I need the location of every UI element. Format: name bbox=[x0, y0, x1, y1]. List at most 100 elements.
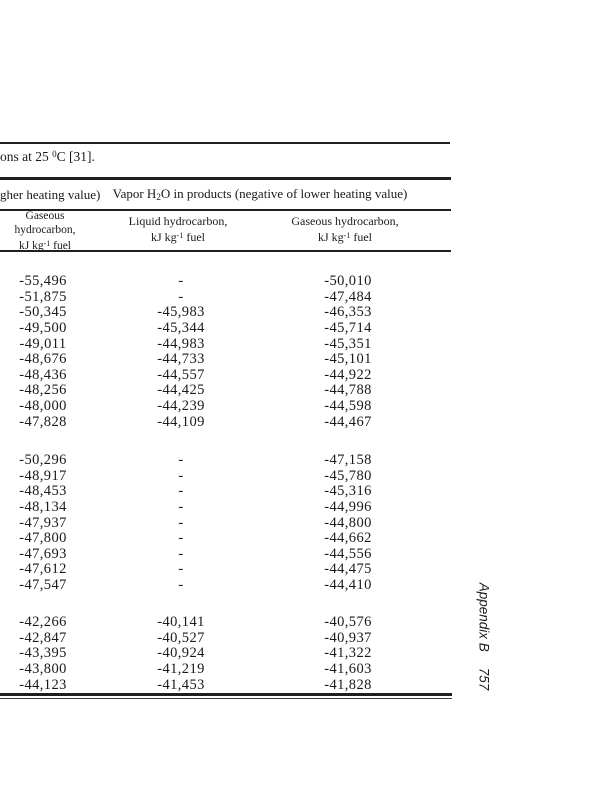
table-bottom-rule bbox=[0, 693, 452, 696]
table-cell: -48,453 bbox=[19, 483, 67, 500]
table-cell: -47,937 bbox=[19, 514, 67, 531]
table-bottom-rule-2 bbox=[0, 698, 452, 700]
table-row: -48,676 -44,733 -45,101 bbox=[0, 351, 460, 368]
table-cell: -44,109 bbox=[157, 413, 205, 430]
table-cell: -48,436 bbox=[19, 366, 67, 383]
table-cell: -47,828 bbox=[19, 413, 67, 430]
table-cell: -40,527 bbox=[157, 629, 205, 646]
table-row: -43,395 -40,924 -41,322 bbox=[0, 646, 460, 662]
table-cell: -47,484 bbox=[324, 288, 372, 305]
group-header-text-suffix: O in products (negative of lower heating… bbox=[160, 186, 408, 201]
table-row: -47,693 - -44,556 bbox=[0, 545, 460, 563]
table-cell: -43,395 bbox=[19, 645, 67, 662]
table-cell: -44,733 bbox=[157, 351, 205, 368]
table-cell: -44,557 bbox=[157, 366, 205, 383]
table-cell: - bbox=[178, 545, 184, 562]
table-cell: - bbox=[178, 514, 184, 531]
column-header-gaseous-left: Gaseous hydrocarbon, kJ kg-1 fuel bbox=[0, 210, 90, 254]
table-cell: - bbox=[178, 483, 184, 500]
table-cell: -40,937 bbox=[324, 629, 372, 646]
table-cell: -44,467 bbox=[324, 413, 372, 430]
table-row: -51,875 - -47,484 bbox=[0, 288, 460, 306]
table-cell: -44,410 bbox=[324, 577, 372, 593]
table-row: -42,266 -40,141 -40,576 bbox=[0, 614, 460, 631]
table-row: -49,500 -45,344 -45,714 bbox=[0, 319, 460, 337]
group-header-text: Vapor H bbox=[112, 186, 157, 201]
table-cell: -49,500 bbox=[19, 319, 67, 336]
table-cell: -50,010 bbox=[324, 273, 372, 289]
table-cell: -44,425 bbox=[157, 382, 205, 399]
table-row: -43,800 -41,219 -41,603 bbox=[0, 660, 460, 678]
column-header-unit: kJ kg-1 fuel bbox=[18, 239, 72, 252]
table-row: -47,547 - -44,410 bbox=[0, 577, 460, 594]
table-row: -47,828 -44,109 -44,467 bbox=[0, 413, 460, 431]
table-row: -49,011 -44,983 -45,351 bbox=[0, 335, 460, 353]
table-cell: -41,453 bbox=[157, 676, 205, 693]
table-cell: -40,924 bbox=[157, 645, 205, 662]
column-header-unit: kJ kg-1 fuel bbox=[151, 229, 205, 244]
table-cell: -47,612 bbox=[19, 561, 67, 578]
table-cell: -44,996 bbox=[324, 498, 372, 515]
caption-text: ons at 25 bbox=[0, 149, 53, 164]
table-cell: -51,875 bbox=[19, 288, 67, 305]
table-cell: -42,847 bbox=[19, 629, 67, 646]
table-cell: -49,011 bbox=[19, 335, 67, 352]
column-header-line: Gaseous bbox=[25, 210, 65, 222]
column-header-unit: kJ kg-1 fuel bbox=[318, 229, 372, 244]
column-header-line: hydrocarbon, bbox=[14, 223, 76, 236]
table-cell: -47,547 bbox=[19, 577, 67, 593]
column-header-line: Liquid hydrocarbon, bbox=[128, 214, 228, 228]
table-cell: -47,158 bbox=[324, 452, 372, 468]
rotated-running-head: Appendix B 757 bbox=[476, 572, 493, 702]
table-cell: -45,101 bbox=[324, 351, 372, 368]
column-header-line: Gaseous hydrocarbon, bbox=[291, 214, 399, 228]
column-header-liquid: Liquid hydrocarbon, kJ kg-1 fuel bbox=[98, 214, 258, 244]
table-cell: -40,576 bbox=[324, 614, 372, 630]
table-cell: -44,598 bbox=[324, 398, 372, 414]
table-row: -48,453 - -45,316 bbox=[0, 484, 460, 500]
column-header-gaseous-right: Gaseous hydrocarbon, kJ kg-1 fuel bbox=[265, 214, 425, 244]
table-cell: -50,296 bbox=[19, 452, 67, 468]
table-cell: -44,239 bbox=[157, 398, 205, 414]
table-cell: -45,983 bbox=[157, 304, 205, 321]
table-cell: -44,475 bbox=[324, 561, 372, 578]
table-row: -48,134 - -44,996 bbox=[0, 498, 460, 516]
group-header-subscript: 2 bbox=[156, 192, 161, 202]
table-cell: -44,800 bbox=[324, 514, 372, 531]
table-cell: -50,345 bbox=[19, 304, 67, 321]
table-cell: -44,983 bbox=[157, 335, 205, 352]
table-cell: - bbox=[178, 530, 184, 547]
table-row: -48,000 -44,239 -44,598 bbox=[0, 398, 460, 415]
data-block-1: -55,496 - -50,010 -51,875 - -47,484 -50,345 -45… bbox=[0, 273, 460, 431]
table-cell: -44,788 bbox=[324, 382, 372, 399]
table-cell: - bbox=[178, 452, 184, 468]
table-cell: -40,141 bbox=[157, 614, 205, 630]
table-cell: - bbox=[178, 467, 184, 484]
table-cell: - bbox=[178, 273, 184, 289]
table-cell: -44,662 bbox=[324, 530, 372, 547]
table-cell: -41,603 bbox=[324, 660, 372, 677]
table-row: -47,612 - -44,475 bbox=[0, 562, 460, 578]
data-block-3: -42,266 -40,141 -40,576 -42,847 -40,527 -40,9… bbox=[0, 614, 460, 693]
running-head-label: Appendix B bbox=[476, 582, 492, 652]
table-row: -48,256 -44,425 -44,788 bbox=[0, 383, 460, 399]
table-cell: -48,134 bbox=[19, 498, 67, 515]
group-header-vapor: Vapor H2O in products (negative of lower… bbox=[99, 186, 421, 202]
header-bottom-rule bbox=[0, 250, 451, 252]
table-cell: -48,256 bbox=[19, 382, 67, 399]
table-cell: -48,000 bbox=[19, 398, 67, 414]
group-header-left-fragment: gher heating value) bbox=[0, 187, 101, 202]
table-cell: -46,353 bbox=[324, 304, 372, 321]
table-cell: -43,800 bbox=[19, 660, 67, 677]
header-mid-rule bbox=[0, 209, 451, 211]
table-row: -48,917 - -45,780 bbox=[0, 467, 460, 485]
table-cell: -42,266 bbox=[19, 614, 67, 630]
table-row: -47,937 - -44,800 bbox=[0, 514, 460, 532]
table-cell: -47,693 bbox=[19, 545, 67, 562]
table-cell: -45,714 bbox=[324, 319, 372, 336]
table-cell: -41,828 bbox=[324, 676, 372, 693]
header-top-rule bbox=[0, 177, 451, 180]
table-cell: -47,800 bbox=[19, 530, 67, 547]
table-cell: -45,780 bbox=[324, 467, 372, 484]
table-cell: -48,676 bbox=[19, 351, 67, 368]
